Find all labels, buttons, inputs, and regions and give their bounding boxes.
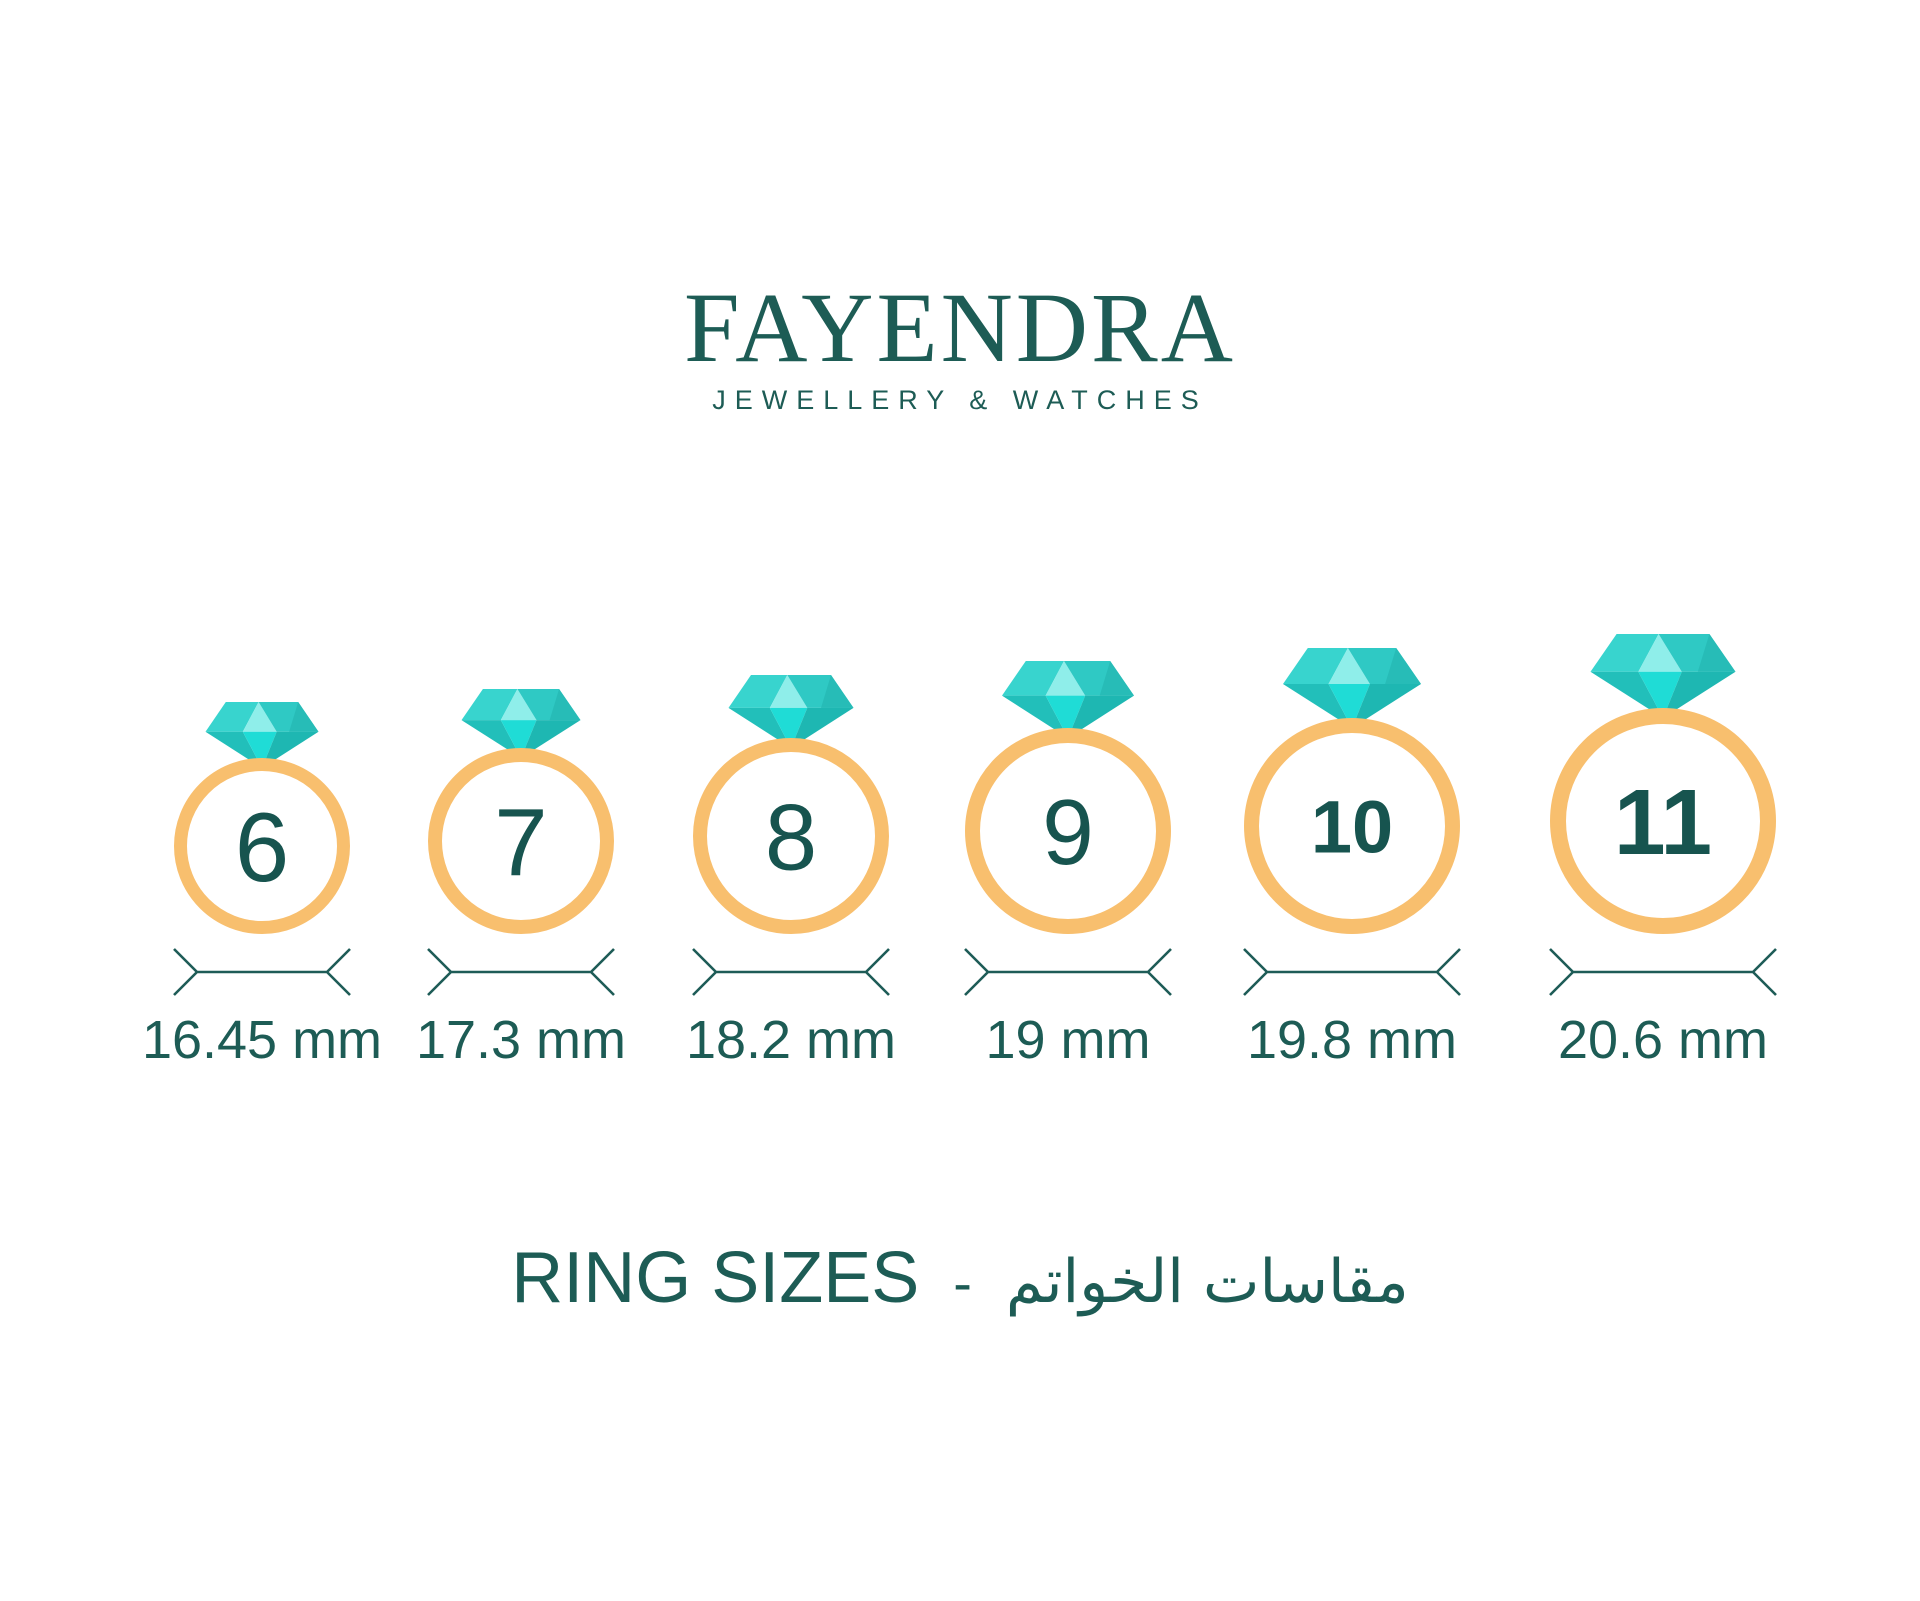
ring-band — [693, 738, 889, 934]
title-arabic: مقاسات الخواتم — [1005, 1247, 1409, 1317]
diamond-facet — [1590, 634, 1659, 672]
dimension-arrow-path — [692, 948, 890, 996]
diamond-facet — [1352, 684, 1421, 728]
diameter-label: 17.3 mm — [415, 1010, 627, 1070]
ring-size-number: 7 — [494, 789, 547, 896]
ring-size-number: 9 — [1042, 780, 1094, 884]
ring-figure: 7 17.3 mm — [351, 689, 691, 1068]
diamond-facet — [289, 702, 319, 732]
dimension-arrow-icon — [692, 948, 890, 996]
ring-size-number: 8 — [765, 784, 817, 889]
diamond-icon — [1002, 661, 1134, 738]
dimension-arrow-icon — [1243, 948, 1461, 996]
diamond-facet — [1385, 648, 1421, 684]
diamond-icon — [461, 689, 581, 758]
ring-icon: 9 — [965, 661, 1171, 934]
diamond-icon — [1283, 648, 1421, 728]
diameter-label: 18.2 mm — [685, 1010, 897, 1070]
diamond-facet — [500, 689, 537, 721]
diameter-label: 19.8 mm — [1246, 1010, 1458, 1070]
diamond-facet — [242, 731, 277, 768]
diamond-facet — [205, 702, 259, 732]
ring-band — [428, 748, 614, 934]
page-title: RING SIZES - مقاسات الخواتم — [0, 1238, 1920, 1324]
ring-icon: 7 — [428, 689, 614, 934]
ring-band — [174, 758, 350, 934]
ring-figure: 6 16.45 mm — [92, 702, 432, 1068]
diamond-facet — [1697, 634, 1736, 672]
title-separator: - — [953, 1251, 972, 1314]
dimension-arrow-icon — [964, 948, 1172, 996]
diamond-facet — [1045, 661, 1086, 696]
diamond-facet — [1328, 648, 1370, 684]
diamond-facet — [791, 707, 854, 748]
diamond-facet — [769, 707, 808, 748]
diamond-facet — [242, 702, 277, 732]
dimension-arrow-path — [427, 948, 615, 996]
diamond-facet — [728, 707, 791, 748]
diamond-icon — [205, 702, 319, 768]
ring-figure: 10 19.8 mm — [1182, 648, 1522, 1068]
diamond-icon — [1590, 634, 1736, 718]
dimension-arrow-path — [173, 948, 351, 996]
diamond-facet — [205, 731, 262, 768]
diameter-label: 20.6 mm — [1557, 1010, 1769, 1070]
dimension-arrow-icon — [1549, 948, 1777, 996]
ring-band — [1244, 718, 1460, 934]
ring-size-number: 10 — [1311, 785, 1393, 868]
dimension-arrow-path — [1243, 948, 1461, 996]
diameter-label: 16.45 mm — [141, 1010, 383, 1070]
diamond-facet — [1638, 671, 1682, 718]
diamond-facet — [549, 689, 581, 721]
ring-icon: 6 — [174, 702, 350, 934]
diamond-facet — [769, 675, 808, 708]
ring-band — [965, 728, 1171, 934]
diamond-facet — [1002, 661, 1064, 696]
diamond-facet — [1328, 684, 1370, 728]
ring-icon: 8 — [693, 675, 889, 934]
diamond-facet — [728, 675, 788, 708]
ring-figure: 11 20.6 mm — [1493, 634, 1833, 1068]
diamond-facet — [1638, 634, 1682, 672]
brand-logo: FAYENDRA JEWELLERY & WATCHES — [0, 278, 1920, 414]
ring-figure: 8 18.2 mm — [621, 675, 961, 1068]
brand-tagline: JEWELLERY & WATCHES — [712, 385, 1208, 415]
ring-figure: 9 19 mm — [898, 661, 1238, 1068]
diamond-facet — [1283, 648, 1348, 684]
title-english: RING SIZES — [511, 1238, 920, 1318]
diamond-facet — [262, 731, 319, 768]
ring-icon: 10 — [1244, 648, 1460, 934]
diamond-icon — [728, 675, 854, 748]
dimension-arrow-path — [964, 948, 1172, 996]
diamond-facet — [461, 689, 518, 721]
brand-name: FAYENDRA — [684, 272, 1236, 383]
diameter-label: 19 mm — [985, 1010, 1151, 1070]
ring-size-number: 11 — [1614, 770, 1712, 874]
diamond-facet — [1045, 695, 1086, 738]
ring-band — [1550, 708, 1776, 934]
dimension-arrow-icon — [427, 948, 615, 996]
diamond-facet — [500, 720, 537, 758]
diamond-facet — [1283, 684, 1352, 728]
diamond-facet — [821, 675, 854, 708]
dimension-arrow-path — [1549, 948, 1777, 996]
ring-size-number: 6 — [235, 792, 290, 902]
diamond-facet — [1099, 661, 1134, 696]
dimension-arrow-icon — [173, 948, 351, 996]
ring-icon: 11 — [1550, 634, 1776, 934]
